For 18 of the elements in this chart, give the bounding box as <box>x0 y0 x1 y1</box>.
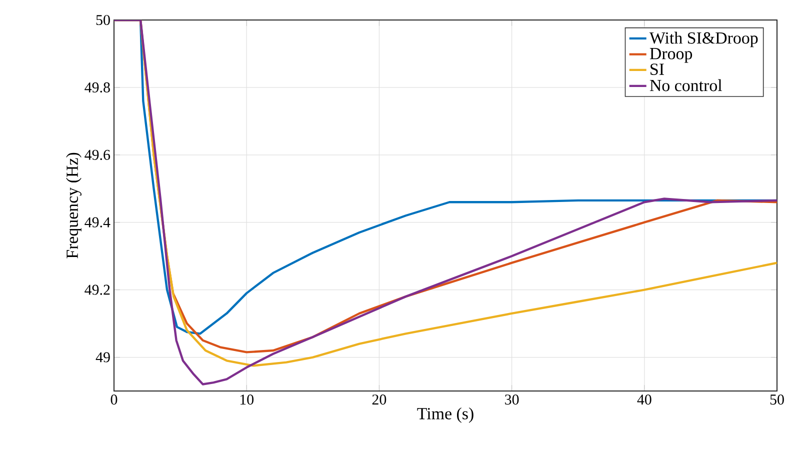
x-tick-label: 50 <box>770 394 784 405</box>
x-tick-label: 40 <box>637 394 652 405</box>
x-tick-label: 30 <box>505 394 519 405</box>
legend-label: With SI&Droop <box>649 32 758 48</box>
y-tick-label: 49.8 <box>84 82 110 93</box>
y-tick-label: 49.4 <box>84 217 110 228</box>
y-tick-label: 49.2 <box>84 284 110 295</box>
x-tick-label: 0 <box>110 394 118 405</box>
legend-label: No control <box>650 79 722 92</box>
legend-label: Droop <box>650 48 692 63</box>
x-axis-title: Time (s) <box>417 407 474 423</box>
y-tick-label: 49.6 <box>84 150 110 160</box>
y-axis-title: Frequency (Hz) <box>66 152 82 258</box>
x-tick-label: 20 <box>372 394 386 405</box>
y-tick-label: 49 <box>96 352 110 362</box>
y-tick-label: 50 <box>96 14 110 26</box>
legend-label: SI <box>650 64 664 75</box>
x-tick-label: 10 <box>240 394 254 405</box>
